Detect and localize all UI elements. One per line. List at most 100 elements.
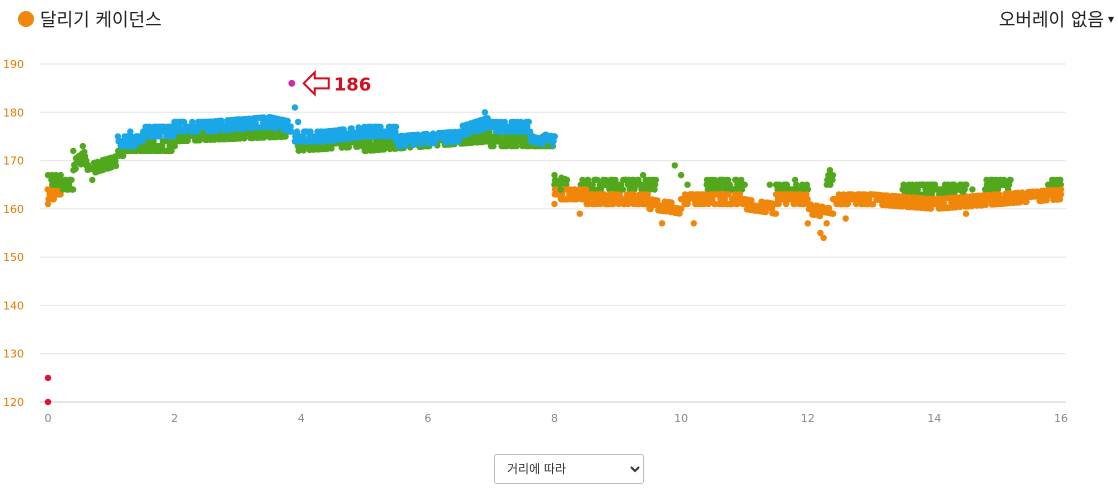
data-point <box>582 181 589 188</box>
data-point <box>585 196 593 203</box>
data-point <box>738 176 745 184</box>
data-point <box>823 220 830 227</box>
data-point <box>630 191 637 198</box>
data-point <box>526 128 534 135</box>
data-point <box>513 142 520 150</box>
data-point <box>1057 176 1064 184</box>
data-point <box>576 210 583 217</box>
data-point <box>631 186 638 193</box>
data-point <box>181 128 188 135</box>
data-point <box>709 196 716 203</box>
data-point <box>373 133 380 140</box>
data-point <box>651 181 659 188</box>
overlay-dropdown[interactable]: 오버레이 없음 ▾ <box>999 6 1114 32</box>
data-point <box>597 200 604 208</box>
data-point <box>995 191 1003 198</box>
data-point <box>118 138 126 145</box>
data-point <box>557 186 564 193</box>
data-point <box>79 142 87 150</box>
data-point <box>44 200 52 208</box>
data-point <box>328 145 335 152</box>
y-tick-label: 190 <box>3 58 24 71</box>
x-axis-mode-select-wrap: 거리에 따라 <box>494 454 644 484</box>
data-point <box>869 201 877 208</box>
data-point <box>44 171 52 179</box>
data-point <box>1023 198 1030 205</box>
data-point <box>68 176 75 184</box>
x-axis-ticks: 0 2 4 6 8 10 12 14 16 <box>45 412 1069 425</box>
data-point <box>668 199 675 206</box>
data-point <box>791 176 799 184</box>
data-point <box>120 152 127 159</box>
series-points <box>44 79 1065 406</box>
data-point <box>677 171 685 179</box>
data-point <box>291 104 299 111</box>
data-point <box>920 195 928 202</box>
data-point <box>726 181 733 188</box>
data-point <box>625 200 632 208</box>
x-tick-label: 14 <box>927 412 941 425</box>
data-point <box>1052 186 1060 194</box>
data-point <box>807 201 815 208</box>
data-point <box>132 142 139 150</box>
data-point <box>914 186 921 193</box>
data-point <box>829 176 836 184</box>
data-point <box>46 186 54 193</box>
data-point <box>380 146 388 153</box>
data-point <box>252 119 259 127</box>
data-point <box>1057 186 1065 193</box>
data-point <box>214 127 221 134</box>
data-point <box>563 176 571 184</box>
data-point <box>431 140 438 147</box>
x-tick-label: 8 <box>551 412 558 425</box>
data-point <box>782 200 790 208</box>
data-point <box>175 123 183 130</box>
data-point <box>551 171 558 179</box>
data-point <box>994 186 1002 193</box>
data-point <box>829 210 837 217</box>
data-point <box>705 200 712 208</box>
y-axis-ticks: 120 130 140 150 160 170 180 190 <box>3 58 24 409</box>
data-point <box>1016 199 1024 206</box>
data-point <box>951 181 958 188</box>
data-point <box>579 176 586 184</box>
data-point <box>703 181 710 188</box>
highlight-annotation: 186 <box>302 69 371 97</box>
data-point <box>654 197 661 204</box>
data-point <box>962 210 970 217</box>
data-point <box>496 133 503 140</box>
data-point <box>652 176 660 184</box>
data-point <box>246 130 253 137</box>
x-tick-label: 4 <box>298 412 305 425</box>
legend-dot-icon <box>18 11 34 27</box>
data-point <box>842 215 849 222</box>
data-point <box>260 114 267 121</box>
data-point <box>423 130 431 138</box>
data-point <box>725 191 732 198</box>
data-point <box>734 200 741 208</box>
data-point <box>825 204 833 212</box>
cadence-scatter-chart: 120 130 140 150 160 170 180 190 0 2 4 6 8 10 12 14 16 1… <box>3 58 1069 425</box>
data-point <box>817 229 824 237</box>
data-point <box>616 191 623 198</box>
data-point <box>356 133 364 141</box>
data-point <box>171 142 178 150</box>
data-point <box>1000 176 1008 184</box>
data-point <box>180 118 188 126</box>
data-point <box>615 200 622 208</box>
y-tick-label: 180 <box>3 106 24 119</box>
data-point <box>844 200 852 208</box>
data-point <box>426 140 433 147</box>
data-point <box>602 176 609 184</box>
data-point <box>606 186 613 193</box>
data-point <box>551 200 558 208</box>
data-point <box>826 167 834 174</box>
data-point <box>392 123 400 130</box>
data-point <box>982 201 989 209</box>
data-point <box>196 137 203 144</box>
data-point <box>139 142 147 150</box>
x-axis-mode-select[interactable]: 거리에 따라 <box>494 454 644 484</box>
data-point <box>520 128 527 135</box>
data-point <box>989 186 996 193</box>
data-point <box>54 186 62 193</box>
